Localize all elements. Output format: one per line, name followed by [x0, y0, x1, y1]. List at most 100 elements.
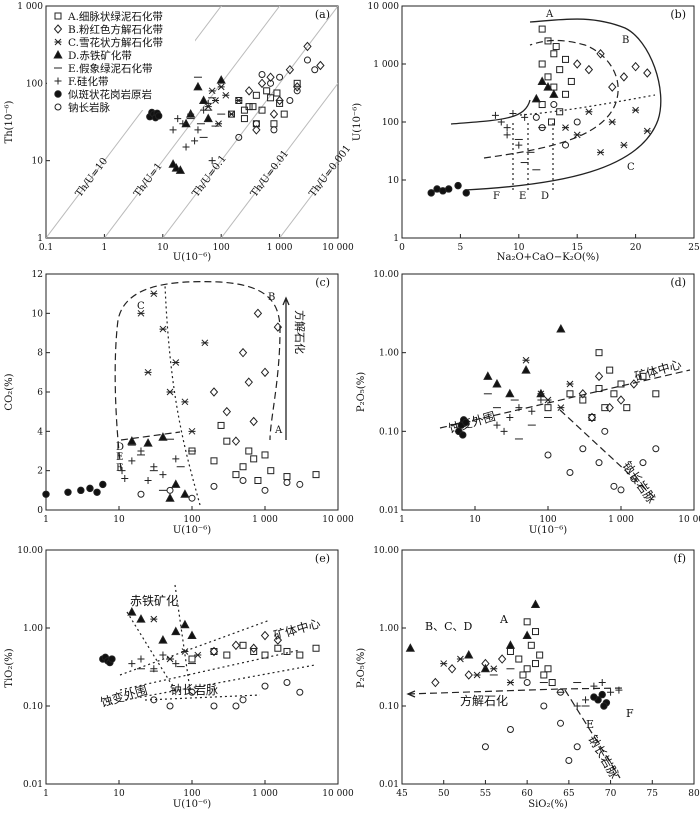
- panel-a-point-diamond: [275, 95, 284, 106]
- panel-a-point-open-circle: [252, 120, 260, 128]
- panel-c-annotation-d: D: [116, 442, 124, 453]
- th-u-ratio-line: [220, 83, 338, 238]
- panel-b-point-filled-circle: [462, 189, 470, 197]
- panel-c-point-diamond: [253, 308, 263, 319]
- panel-d-point-square: [617, 380, 625, 388]
- panel-a-ytick-label: 10: [32, 157, 44, 167]
- panel-b-zone-dividers: [512, 120, 554, 190]
- panel-f-point-square: [531, 660, 539, 668]
- panel-c-ytick-label: 6: [37, 388, 43, 398]
- panel-e-point-square: [261, 651, 269, 659]
- panel-b-ytick-label: 10 000: [368, 2, 400, 12]
- panel-d-point-diamond: [616, 395, 626, 405]
- panel-b-point-square: [538, 25, 546, 33]
- panel-f-ylabel: P₂O₅(%): [356, 648, 367, 688]
- panel-d-point-asterisk: [537, 390, 545, 398]
- panel-c-point-square: [245, 447, 253, 455]
- panel-b-xlabel: Na₂O+CaO−K₂O(%): [497, 252, 600, 263]
- panel-f-annotation-f: F: [626, 707, 634, 720]
- panel-c-point-plus: [128, 457, 136, 465]
- panel-a-point-square: [280, 110, 288, 118]
- legend-label: F.硅化带: [68, 75, 109, 88]
- panel-d-point-open-circle: [601, 427, 609, 435]
- panel-c-point-asterisk: [159, 325, 167, 333]
- panel-a-point-diamond: [316, 60, 325, 71]
- panel-f-ticks: 45 50 55 60 65 70 75 80 0.01 0.10 1.00 10.00: [373, 546, 700, 799]
- panel-a-point-diamond: [257, 78, 267, 89]
- panel-e-marks: [99, 607, 320, 710]
- panel-d-point-asterisk: [557, 404, 565, 412]
- panel-a-point-plus: [187, 110, 195, 118]
- panel-e-point-square: [188, 655, 196, 663]
- panel-f-xlabel: SiO₂(%): [528, 799, 568, 810]
- panel-b-annotation-c: C: [627, 162, 635, 173]
- panel-d-point-square: [595, 349, 603, 357]
- panel-c-point-open-circle: [210, 482, 218, 490]
- panel-f-albitite-trend: [564, 689, 621, 779]
- panel-e-point-filled-circle: [108, 655, 116, 663]
- panel-a-point-open-circle: [235, 133, 243, 141]
- panel-f-calcite-trend: [407, 688, 561, 695]
- panel-a-point-triangle: [181, 118, 191, 128]
- panel-c-point-triangle: [158, 432, 168, 441]
- panel-c-xtick-label: 1 000: [252, 515, 278, 525]
- legend-background: [47, 7, 195, 110]
- panel-f-point-plus: [598, 679, 606, 687]
- panel-f-point-plus: [615, 686, 623, 694]
- panel-f-point-asterisk: [440, 660, 448, 667]
- panel-a-point-plus: [204, 99, 212, 107]
- panel-a-point-asterisk: [217, 83, 225, 91]
- panel-c-point-square: [223, 437, 231, 445]
- panel-a-point-plus: [208, 157, 216, 165]
- panel-b-annotation-d: D: [541, 191, 549, 202]
- panel-c-point-plus: [172, 455, 180, 463]
- panel-e-field-curves: [119, 584, 316, 701]
- panel-e-annotation-hematite: 赤铁矿化: [130, 594, 178, 608]
- panel-d-ytick-label: 0.01: [379, 506, 399, 516]
- panel-e-alteration-bands: [119, 619, 316, 701]
- panel-d-point-square: [639, 372, 647, 380]
- panel-a-ylabel: Th(10⁻⁶): [4, 100, 15, 143]
- panel-a-point-plus: [194, 126, 202, 134]
- panel-f-point-diamond: [431, 677, 440, 688]
- panel-c-point-square: [232, 471, 240, 479]
- panel-f-point-diamond: [447, 664, 457, 674]
- panel-e-point-triangle: [158, 635, 168, 644]
- panel-d-xtick-label: 1: [399, 515, 405, 525]
- panel-a-point-diamond: [244, 86, 254, 96]
- panel-c-point-asterisk: [150, 290, 158, 298]
- panel-b-ytick-label: 1 000: [373, 60, 399, 70]
- panel-d-ticks: 1 10 100 1 000 10 000 0.01 0.10 1.00 10.00: [373, 270, 700, 525]
- panel-b-point-filled-circle: [445, 185, 453, 193]
- panel-b-ytick-label: 1: [393, 234, 399, 244]
- panel-e-point-square: [223, 651, 231, 659]
- panel-c-marks: [42, 290, 320, 502]
- panel-c-ytick-label: 2: [37, 467, 43, 477]
- panel-e-point-asterisk: [181, 648, 189, 655]
- panel-f-point-filled-circle: [590, 693, 598, 701]
- panel-b-point-triangle: [543, 82, 553, 91]
- panel-c-ytick-label: 4: [37, 427, 43, 437]
- panel-f-point-diamond: [464, 670, 473, 680]
- panel-a-point-open-circle: [258, 71, 266, 79]
- panel-d-point-diamond: [578, 389, 587, 399]
- panel-c-point-asterisk: [172, 359, 180, 366]
- panel-c-point-open-circle: [283, 478, 291, 486]
- panel-b-outer-envelope: [450, 18, 662, 191]
- panel-d-point-open-circle: [639, 459, 647, 467]
- panel-b-point-asterisk: [608, 118, 616, 126]
- panel-e-point-triangle: [171, 626, 181, 636]
- panel-f-annotation-e: E: [586, 718, 594, 731]
- panel-b-xtick-label: 20: [630, 243, 642, 253]
- panel-c-point-triangle: [127, 436, 137, 445]
- panel-a-point-square: [249, 103, 257, 111]
- panel-f-point-square: [536, 651, 544, 659]
- panel-c-point-diamond: [222, 406, 231, 417]
- panel-a-point-square: [258, 106, 266, 114]
- panel-a-point-square: [227, 110, 235, 118]
- panel-b-xtick-label: 25: [688, 243, 700, 253]
- panel-f-point-square: [544, 665, 552, 673]
- panel-e-point-open-circle: [232, 702, 240, 710]
- panel-a-point-triangle: [168, 159, 178, 168]
- panel-e-point-square: [283, 647, 291, 655]
